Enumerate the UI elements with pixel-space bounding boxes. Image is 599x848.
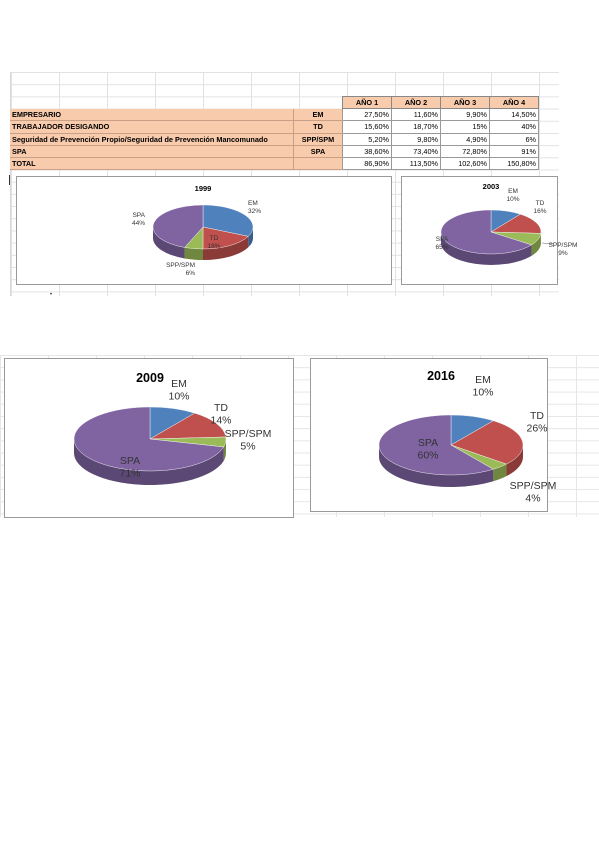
pie-chart-2009[interactable]: 2009 EM 10% TD 14% SPP/SPM 5% SPA 71% [4, 358, 294, 518]
pie-chart-2003[interactable]: 2003 EM 10% TD 16% SPP/SPM 9% SPA 65% [401, 176, 577, 285]
table-cell[interactable]: 9,90% [440, 108, 490, 122]
pie-wall-td [506, 445, 523, 477]
pie-wall-spa [441, 232, 532, 265]
table-cell[interactable]: 15% [440, 120, 490, 134]
pie-wall-spp-spm [223, 439, 227, 461]
table-cell[interactable]: 86,90% [342, 156, 392, 171]
table-cell[interactable]: 4,90% [440, 132, 490, 146]
row-label[interactable]: SPA [10, 145, 294, 158]
pie-chart-1999[interactable]: 1999 EM 32% TD 18% SPP/SPM 6% SPA 44% [16, 176, 392, 285]
column-header[interactable]: AÑO 3 [440, 95, 490, 110]
table-cell[interactable]: 91% [489, 144, 539, 158]
table-cell[interactable]: 102,60% [440, 156, 490, 171]
table-row: TRABAJADOR DESIGANDO TD 15,60% 18,70% 15… [10, 120, 539, 134]
table-row: Seguridad de Prevención Propio/Seguridad… [10, 132, 539, 146]
table-cell[interactable]: 6% [489, 132, 539, 146]
pie-wall-spp-spm [184, 247, 203, 260]
row-label[interactable]: TRABAJADOR DESIGANDO [10, 120, 294, 134]
pie-wall-spa [379, 445, 494, 487]
data-label-spp-spm: SPP/SPM 6% [166, 262, 195, 277]
data-label-td: TD 16% [533, 200, 546, 215]
pie-slice-spa[interactable] [440, 209, 532, 255]
table-header-row: AÑO 1 AÑO 2 AÑO 3 AÑO 4 [10, 95, 539, 110]
row-label[interactable]: EMPRESARIO [10, 108, 294, 122]
pie-slice-spa[interactable] [73, 406, 224, 472]
table-cell[interactable]: 27,50% [342, 108, 392, 122]
data-label-em: EM 10% [506, 188, 519, 203]
table-cell[interactable]: 15,60% [342, 120, 392, 134]
chart-title: 2016 [427, 369, 455, 383]
pie-svg: 2003 EM 10% TD 16% SPP/SPM 9% SPA 65% [435, 182, 577, 265]
data-label-em: EM 32% [248, 200, 261, 215]
cell-cursor [9, 175, 10, 185]
table-cell[interactable]: 73,40% [391, 144, 441, 158]
table-cell[interactable]: 113,50% [391, 156, 441, 171]
table-row: SPA SPA 38,60% 73,40% 72,80% 91% [10, 144, 539, 158]
data-label-spp-spm: SPP/SPM 4% [510, 480, 557, 505]
table-cell[interactable]: 9,80% [391, 132, 441, 146]
column-header[interactable]: AÑO 1 [342, 95, 392, 110]
row-code[interactable]: SPP/SPM [293, 133, 343, 146]
row-code[interactable] [293, 157, 343, 171]
row-code[interactable]: EM [293, 108, 343, 122]
data-label-spa: SPA 71% [119, 455, 140, 480]
data-label-em: EM 10% [168, 378, 189, 403]
column-header[interactable]: AÑO 2 [391, 95, 441, 110]
data-label-spa: SPA 60% [417, 437, 438, 462]
pie-slice-td[interactable] [149, 412, 227, 440]
stray-mark: • [50, 292, 53, 298]
header-blank [10, 97, 294, 109]
chart-title: 2009 [136, 371, 164, 385]
data-label-spa: SPA 65% [435, 236, 448, 251]
row-code[interactable]: TD [293, 120, 343, 134]
table-cell[interactable]: 11,60% [391, 108, 441, 122]
table-cell[interactable]: 72,80% [440, 144, 490, 158]
pie-slice-td[interactable] [450, 420, 524, 465]
data-label-td: TD 18% [207, 235, 220, 250]
pie-svg: 2016 EM 10% TD 26% SPP/SPM 4% SPA 60% [378, 369, 556, 505]
table-cell[interactable]: 5,20% [342, 132, 392, 146]
chart-title: 2003 [483, 182, 500, 191]
header-blank-code [294, 97, 343, 109]
row-code[interactable]: SPA [293, 145, 343, 158]
row-label[interactable]: TOTAL [10, 157, 294, 171]
data-label-spa: SPA 44% [132, 212, 146, 227]
pie-slice-td[interactable] [490, 213, 542, 234]
pie-chart-2016[interactable]: 2016 EM 10% TD 26% SPP/SPM 4% SPA 60% [310, 358, 556, 512]
data-label-td: TD 14% [210, 402, 231, 427]
table-cell[interactable]: 150,80% [489, 156, 539, 171]
data-label-spp-spm: SPP/SPM 5% [225, 428, 272, 453]
leader-line [541, 242, 555, 245]
data-label-spp-spm: SPP/SPM 9% [549, 242, 578, 257]
data-label-td: TD 26% [526, 410, 547, 435]
data-table: AÑO 1 AÑO 2 AÑO 3 AÑO 4 EMPRESARIO EM 27… [10, 95, 539, 171]
table-cell[interactable]: 40% [489, 120, 539, 134]
table-row: EMPRESARIO EM 27,50% 11,60% 9,90% 14,50% [10, 108, 539, 122]
pie-wall-spa [153, 227, 185, 259]
table-cell[interactable]: 18,70% [391, 120, 441, 134]
pie-wall-spa [74, 439, 224, 485]
pie-wall-td [203, 236, 249, 260]
pie-slice-spa[interactable] [378, 414, 494, 476]
table-cell[interactable]: 14,50% [489, 108, 539, 122]
pie-svg: 1999 EM 32% TD 18% SPP/SPM 6% SPA 44% [132, 184, 261, 277]
pie-svg: 2009 EM 10% TD 14%SPP/SPM 5% SPA 71% [73, 371, 272, 485]
column-header[interactable]: AÑO 4 [489, 95, 539, 110]
pie-slice-em[interactable] [202, 204, 254, 237]
chart-title: 1999 [195, 184, 212, 193]
table-cell[interactable]: 38,60% [342, 144, 392, 158]
pie-slice-spa[interactable] [152, 204, 204, 248]
pie-slice-td[interactable] [202, 226, 249, 250]
row-label[interactable]: Seguridad de Prevención Propio/Seguridad… [10, 133, 294, 146]
data-label-em: EM 10% [472, 374, 493, 399]
table-row-total: TOTAL 86,90% 113,50% 102,60% 150,80% [10, 156, 539, 171]
